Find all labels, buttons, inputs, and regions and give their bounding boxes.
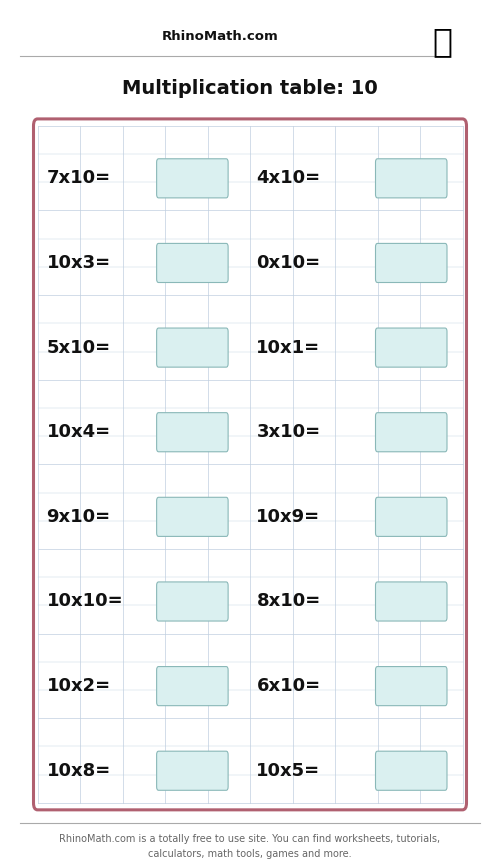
FancyBboxPatch shape [156, 751, 228, 790]
Text: 8x10=: 8x10= [256, 593, 320, 610]
Text: 7x10=: 7x10= [46, 169, 110, 187]
FancyBboxPatch shape [156, 582, 228, 621]
Text: 10x4=: 10x4= [46, 424, 110, 441]
Text: RhinoMath.com: RhinoMath.com [162, 30, 278, 43]
Text: 10x10=: 10x10= [46, 593, 123, 610]
Text: 10x5=: 10x5= [256, 762, 320, 779]
Text: 3x10=: 3x10= [256, 424, 320, 441]
FancyBboxPatch shape [376, 582, 447, 621]
Text: 10x8=: 10x8= [46, 762, 111, 779]
FancyBboxPatch shape [376, 159, 447, 198]
Text: 5x10=: 5x10= [46, 339, 110, 357]
FancyBboxPatch shape [156, 667, 228, 706]
Text: 6x10=: 6x10= [256, 677, 320, 695]
FancyBboxPatch shape [376, 497, 447, 536]
FancyBboxPatch shape [156, 159, 228, 198]
FancyBboxPatch shape [376, 751, 447, 790]
Text: 0x10=: 0x10= [256, 254, 320, 272]
Text: RhinoMath.com is a totally free to use site. You can find worksheets, tutorials,: RhinoMath.com is a totally free to use s… [60, 834, 440, 858]
FancyBboxPatch shape [376, 412, 447, 451]
FancyBboxPatch shape [376, 243, 447, 282]
FancyBboxPatch shape [156, 497, 228, 536]
FancyBboxPatch shape [156, 243, 228, 282]
FancyBboxPatch shape [376, 667, 447, 706]
Text: Multiplication table: 10: Multiplication table: 10 [122, 79, 378, 98]
Text: 10x9=: 10x9= [256, 508, 320, 526]
Text: 9x10=: 9x10= [46, 508, 110, 526]
Text: 4x10=: 4x10= [256, 169, 320, 187]
FancyBboxPatch shape [156, 412, 228, 451]
Text: 10x1=: 10x1= [256, 339, 320, 357]
FancyBboxPatch shape [156, 328, 228, 367]
Text: 🦏: 🦏 [432, 24, 452, 58]
Text: 10x3=: 10x3= [46, 254, 110, 272]
Text: 10x2=: 10x2= [46, 677, 110, 695]
FancyBboxPatch shape [376, 328, 447, 367]
